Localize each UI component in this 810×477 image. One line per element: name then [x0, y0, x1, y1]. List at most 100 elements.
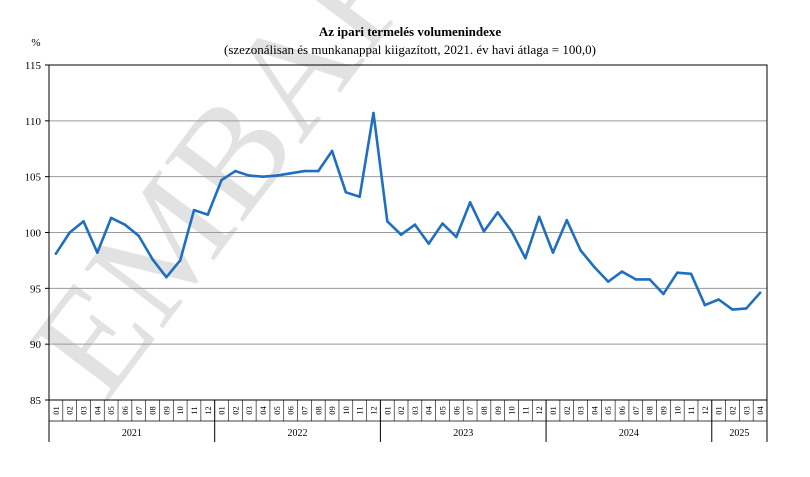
data-point: [358, 195, 361, 199]
data-point: [399, 233, 403, 237]
x-tick-label-month: 07: [134, 406, 144, 415]
x-tick-label-year: 2022: [288, 428, 308, 439]
data-point: [206, 213, 210, 216]
x-tick-label-month: 05: [272, 406, 282, 415]
data-point: [441, 222, 444, 225]
x-tick-label-month: 12: [368, 406, 378, 415]
x-tick-label-month: 09: [327, 406, 337, 415]
data-point: [137, 234, 141, 238]
y-tick-label: 105: [25, 172, 42, 184]
data-point: [634, 278, 638, 281]
data-point: [455, 235, 458, 239]
x-tick-label-month: 02: [727, 406, 737, 415]
x-tick-label-month: 01: [51, 406, 61, 415]
x-tick-label-month: 01: [217, 406, 227, 415]
x-tick-label-month: 11: [520, 406, 530, 414]
x-tick-label-year: 2025: [729, 428, 749, 439]
data-point: [165, 275, 168, 279]
data-point: [330, 149, 334, 153]
data-point: [496, 211, 500, 214]
data-point: [247, 174, 251, 177]
x-tick-label-month: 03: [741, 406, 751, 415]
x-tick-label-month: 04: [92, 406, 102, 415]
data-point: [151, 258, 154, 261]
data-point: [178, 259, 182, 262]
chart-subtitle: (szezonálisan és munkanappal kiigazított…: [224, 42, 596, 57]
data-point: [344, 191, 348, 194]
data-point: [524, 256, 527, 260]
data-point: [316, 169, 320, 173]
data-point: [109, 216, 113, 220]
x-tick-label-month: 06: [617, 406, 627, 415]
x-tick-label-month: 02: [396, 406, 406, 415]
series-line: [54, 111, 762, 311]
plot-area: [48, 64, 768, 401]
y-tick-label: 90: [30, 339, 42, 351]
x-tick-label-month: 12: [534, 406, 544, 415]
x-tick-label-month: 11: [686, 406, 696, 414]
data-point: [689, 272, 693, 276]
gridlines: [49, 120, 767, 345]
x-tick-label-month: 05: [603, 406, 613, 415]
x-tick-label-month: 03: [244, 406, 254, 415]
x-tick-label-month: 10: [175, 406, 185, 415]
data-point: [606, 280, 610, 283]
x-tick-label-month: 06: [451, 406, 461, 415]
x-tick-label-month: 05: [106, 406, 116, 415]
x-tick-label-month: 06: [120, 406, 130, 415]
data-point: [261, 175, 265, 178]
data-point: [731, 308, 734, 311]
y-axis-unit: %: [31, 37, 40, 49]
x-tick-label-month: 03: [576, 406, 586, 415]
data-point: [220, 178, 223, 182]
data-point: [758, 291, 762, 295]
y-tick-labels: 85 90 95 100 105 110 115: [25, 60, 49, 407]
series-polyline: [54, 111, 762, 311]
data-point: [717, 298, 720, 301]
x-tick-label-month: 11: [355, 406, 365, 414]
data-point: [385, 220, 389, 223]
x-tick-label-month: 08: [313, 406, 323, 415]
data-point: [82, 220, 85, 223]
x-tick-label-month: 07: [465, 406, 475, 415]
data-point: [593, 265, 596, 269]
x-tick-label-month: 04: [755, 406, 765, 415]
data-point: [510, 230, 513, 233]
x-tick-label-month: 03: [410, 406, 420, 415]
y-tick-label: 100: [25, 228, 42, 240]
data-point: [744, 307, 748, 310]
x-tick-label-month: 07: [631, 406, 641, 415]
y-tick-label: 110: [25, 116, 42, 128]
data-point: [68, 231, 72, 234]
data-point: [648, 278, 651, 281]
data-point: [123, 223, 127, 226]
y-tick-label: 115: [25, 60, 42, 72]
data-point: [54, 252, 58, 256]
x-tick-label-month: 12: [700, 406, 710, 415]
data-point: [579, 249, 582, 252]
data-point: [537, 215, 541, 219]
x-tick-label-year: 2021: [122, 428, 142, 439]
x-tick-label-month: 02: [65, 406, 75, 415]
x-tick-label-month: 03: [79, 406, 89, 415]
data-point: [551, 251, 555, 254]
x-tick-label-month: 08: [479, 406, 489, 415]
data-point: [427, 242, 431, 245]
data-point: [234, 169, 237, 173]
x-tick-label-month: 10: [672, 406, 682, 415]
x-tick-label-month: 11: [189, 406, 199, 414]
x-tick-label-month: 04: [258, 406, 268, 415]
x-tick-label-month: 07: [299, 406, 309, 415]
y-tick-label: 85: [30, 395, 42, 407]
data-point: [372, 111, 375, 115]
x-tick-label-month: 12: [203, 406, 213, 415]
data-point: [703, 303, 707, 307]
x-tick-label-month: 10: [341, 406, 351, 415]
data-point: [96, 251, 99, 254]
x-tick-label-month: 09: [658, 406, 668, 415]
data-point: [289, 172, 292, 175]
data-point: [275, 174, 279, 177]
data-point: [482, 230, 486, 233]
